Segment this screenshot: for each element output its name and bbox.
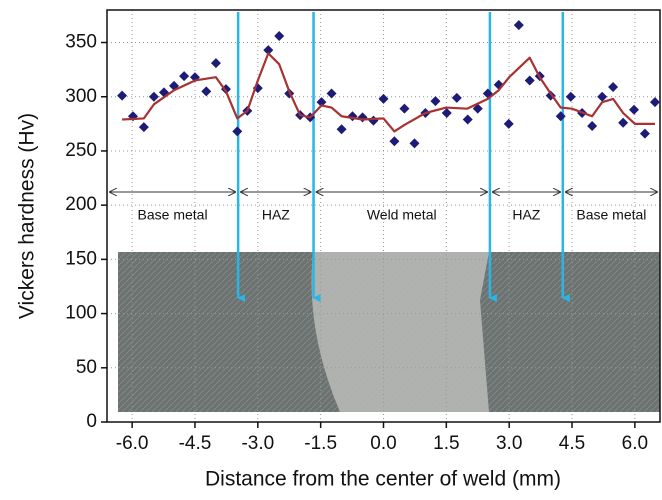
- data-point: [618, 117, 629, 128]
- data-point: [179, 71, 190, 82]
- data-point: [347, 111, 358, 122]
- data-point: [629, 104, 640, 115]
- y-tick-label: 350: [65, 32, 97, 53]
- y-tick-label: 150: [65, 248, 97, 269]
- x-tick-label: 0.0: [370, 433, 396, 454]
- data-point: [378, 93, 389, 104]
- fit-line: [122, 52, 655, 133]
- x-tick-label: -1.5: [304, 433, 337, 454]
- data-point: [210, 58, 221, 69]
- data-point: [639, 128, 650, 139]
- data-point: [472, 103, 483, 114]
- data-point: [503, 118, 514, 129]
- data-point: [649, 97, 660, 108]
- region-label: HAZ: [512, 207, 540, 223]
- region-label: Base metal: [138, 207, 208, 223]
- data-point: [263, 45, 274, 56]
- data-point: [357, 112, 368, 123]
- data-point: [587, 121, 598, 132]
- region-label: Weld metal: [367, 207, 437, 223]
- y-tick-label: 200: [65, 194, 97, 215]
- data-point: [608, 81, 619, 92]
- y-tick-label: 100: [65, 303, 97, 324]
- x-tick-label: -3.0: [241, 433, 274, 454]
- y-tick-label: 0: [86, 411, 97, 432]
- data-point: [389, 136, 400, 147]
- x-tick-label: 6.0: [622, 433, 648, 454]
- x-axis-title: Distance from the center of weld (mm): [205, 468, 561, 491]
- x-tick-label: 1.5: [433, 433, 459, 454]
- data-point: [462, 114, 473, 125]
- y-tick-label: 250: [65, 140, 97, 161]
- x-tick-label: 4.5: [559, 433, 585, 454]
- x-tick-label: 3.0: [496, 433, 522, 454]
- data-point: [117, 90, 128, 101]
- data-point: [201, 86, 212, 97]
- y-axis-title: Vickers hardness (Hv): [16, 113, 39, 319]
- x-tick-label: -6.0: [116, 433, 149, 454]
- data-point: [336, 124, 347, 135]
- data-point: [368, 115, 379, 126]
- data-point: [565, 91, 576, 102]
- micrograph-weld: [311, 252, 489, 412]
- x-tick-label: -4.5: [179, 433, 212, 454]
- data-point: [524, 75, 535, 86]
- data-point: [409, 138, 420, 149]
- data-point: [274, 31, 285, 42]
- plot-frame: [106, 9, 661, 423]
- data-point: [148, 91, 159, 102]
- data-point: [451, 92, 462, 103]
- data-point: [232, 126, 243, 137]
- data-point: [399, 103, 410, 114]
- micrograph: [118, 252, 660, 412]
- data-point: [430, 96, 441, 107]
- y-tick-label: 300: [65, 86, 97, 107]
- data-point: [513, 20, 524, 31]
- data-point: [555, 111, 566, 122]
- data-point: [597, 91, 608, 102]
- region-label: Base metal: [576, 207, 646, 223]
- data-point: [326, 88, 337, 99]
- region-label: HAZ: [262, 207, 290, 223]
- data-point: [441, 108, 452, 118]
- data-point: [316, 97, 327, 108]
- data-point: [138, 122, 149, 133]
- y-tick-label: 50: [76, 357, 97, 378]
